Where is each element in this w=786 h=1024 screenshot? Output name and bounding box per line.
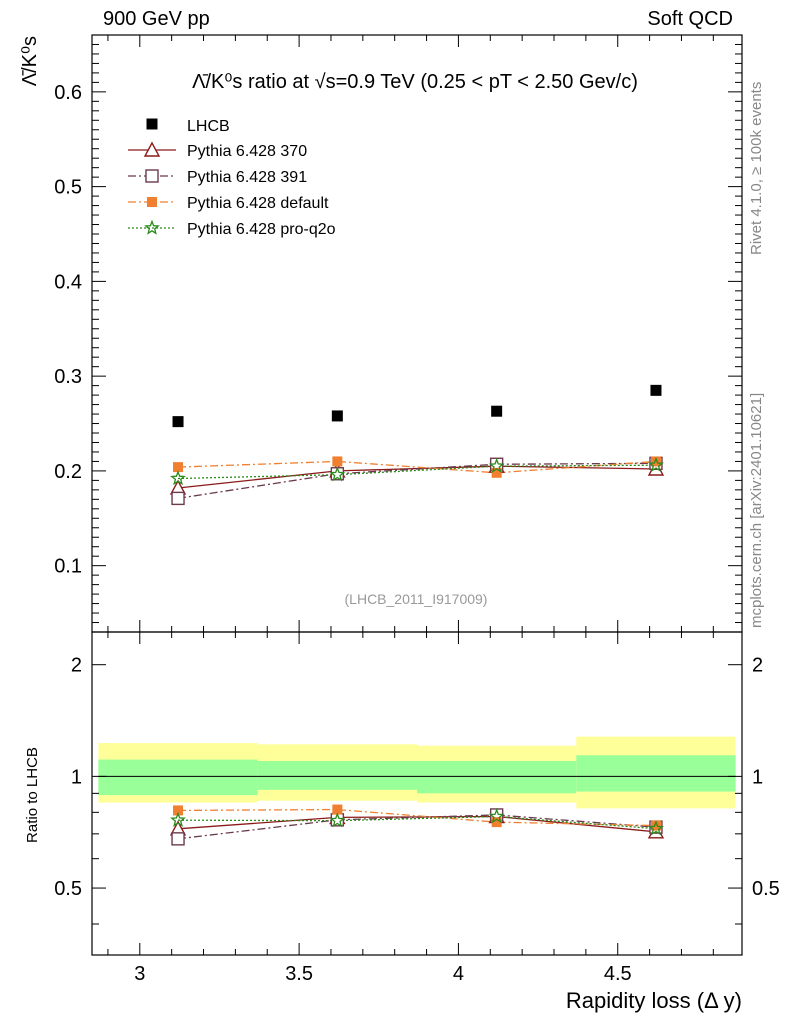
ratio-band-inner xyxy=(576,755,736,792)
ratio-band-inner xyxy=(98,759,258,796)
legend-marker xyxy=(144,219,160,235)
ratio-axis-label: Ratio to LHCB xyxy=(24,747,41,843)
legend-label: Pythia 6.428 391 xyxy=(187,169,307,186)
ratio-tick-label: 1 xyxy=(71,766,82,788)
x-axis-label: Rapidity loss (Δ y) xyxy=(566,988,742,1013)
ratio-tick-label-right: 0.5 xyxy=(752,878,780,900)
ratio-tick-label-right: 1 xyxy=(752,766,763,788)
point-pythia-6-428-default xyxy=(173,462,184,473)
legend-label: Pythia 6.428 default xyxy=(187,195,329,212)
point-pythia-6-428-default xyxy=(332,456,343,467)
y-tick-label: 0.5 xyxy=(54,177,82,199)
analysis-tag: (LHCB_2011_I917009) xyxy=(345,591,488,607)
ratio-point-pythia-6-428-pro-q2o xyxy=(648,820,664,836)
legend-label-lhcb: LHCB xyxy=(187,118,230,135)
ratio-point-pythia-6-428-pro-q2o xyxy=(488,808,505,824)
point-lhcb xyxy=(331,410,343,422)
chart-title: Λ̄/K⁰s ratio at √s=0.9 TeV (0.25 < pT < … xyxy=(192,71,638,93)
ratio-tick-label: 2 xyxy=(71,655,82,677)
x-tick-label: 4.5 xyxy=(604,963,632,985)
series-line-pythia-6-428-391 xyxy=(177,462,656,500)
ratio-line-pythia-6-428-391 xyxy=(177,814,657,840)
y-axis-label: Λ̄/K⁰s xyxy=(19,36,41,86)
point-pythia-6-428-default xyxy=(650,456,661,467)
ratio-band-inner xyxy=(417,761,577,794)
legend-label: Pythia 6.428 370 xyxy=(187,143,307,160)
point-pythia-6-428-pro-q2o xyxy=(170,470,186,486)
legend-marker xyxy=(143,141,161,157)
point-pythia-6-428-pro-q2o xyxy=(648,456,664,472)
ratio-line-pythia-6-428-pro-q2o xyxy=(178,815,657,830)
point-lhcb xyxy=(650,384,662,396)
x-tick-label: 4 xyxy=(453,963,464,985)
legend-marker-lhcb xyxy=(146,118,158,130)
legend-label: Pythia 6.428 pro-q2o xyxy=(187,221,336,238)
ratio-tick-label: 0.5 xyxy=(54,878,82,900)
point-pythia-6-428-pro-q2o xyxy=(329,466,346,482)
point-lhcb xyxy=(172,416,184,428)
ratio-point-pythia-6-428-391 xyxy=(171,832,185,846)
ratio-point-pythia-6-428-pro-q2o xyxy=(329,812,346,828)
legend-marker xyxy=(147,197,157,207)
point-lhcb xyxy=(491,405,503,417)
x-tick-label: 3 xyxy=(134,963,145,985)
y-tick-label: 0.6 xyxy=(54,82,82,104)
ratio-band-inner xyxy=(257,761,417,790)
legend-marker xyxy=(145,169,159,183)
ratio-tick-label-right: 2 xyxy=(752,655,763,677)
header-left: 900 GeV pp xyxy=(103,8,210,30)
point-pythia-6-428-pro-q2o xyxy=(488,457,505,473)
legend: LHCB Pythia 6.428 370 Pythia 6.428 391 Pyth… xyxy=(187,118,336,238)
mcplots-label: mcplots.cern.ch [arXiv:2401.10621] xyxy=(748,392,765,628)
x-tick-label: 3.5 xyxy=(285,963,313,985)
header-right: Soft QCD xyxy=(647,8,733,30)
series-line-pythia-6-428-default xyxy=(178,460,657,474)
point-pythia-6-428-391 xyxy=(171,491,185,506)
ratio-point-pythia-6-428-pro-q2o xyxy=(170,811,186,827)
y-tick-label: 0.3 xyxy=(54,366,82,388)
y-tick-label: 0.2 xyxy=(54,461,82,483)
rivet-label: Rivet 4.1.0, ≥ 100k events xyxy=(748,81,765,255)
y-tick-label: 0.1 xyxy=(54,556,82,578)
y-tick-label: 0.4 xyxy=(54,271,82,293)
